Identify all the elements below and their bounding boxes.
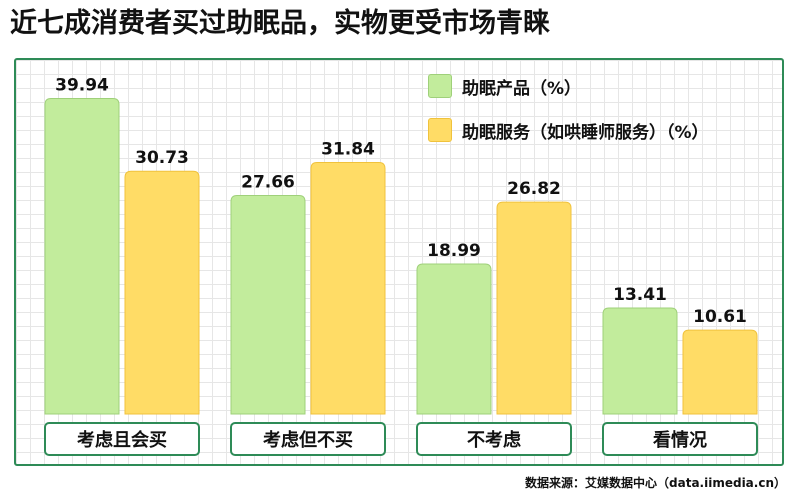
legend-swatch-series-1 — [428, 74, 452, 98]
data-label-3-series-1: 18.99 — [427, 241, 481, 261]
legend-label-series-2: 助眠服务（如哄睡师服务）（%） — [462, 122, 709, 143]
category-box-4 — [602, 422, 758, 456]
data-label-4-series-1: 13.41 — [613, 285, 667, 305]
category-label-1: 考虑且会买 — [77, 429, 167, 451]
bar-4-series-2 — [682, 329, 758, 415]
bar-3-series-1 — [416, 263, 492, 415]
bar-3-series-2 — [496, 201, 572, 415]
bar-2-series-2 — [310, 161, 386, 415]
bar-1-series-2 — [124, 170, 200, 415]
data-source: 数据来源：艾媒数据中心（data.iimedia.cn） — [525, 476, 786, 490]
data-label-2-series-2: 31.84 — [321, 139, 375, 159]
data-label-3-series-2: 26.82 — [507, 179, 561, 199]
data-label-1-series-2: 30.73 — [135, 148, 189, 168]
bar-1-series-1 — [44, 97, 120, 415]
category-label-4: 看情况 — [652, 429, 707, 451]
legend-item-series-2: 助眠服务（如哄睡师服务）（%） — [428, 116, 709, 144]
legend-label-series-1: 助眠产品（%） — [462, 78, 582, 99]
category-box-2 — [230, 422, 386, 456]
category-box-3 — [416, 422, 572, 456]
chart-legend: 助眠产品（%） 助眠服务（如哄睡师服务）（%） — [428, 72, 709, 160]
data-label-4-series-2: 10.61 — [693, 307, 747, 327]
data-label-1-series-1: 39.94 — [55, 75, 109, 95]
bar-4-series-1 — [602, 307, 678, 415]
bar-2-series-1 — [230, 194, 306, 415]
category-box-1 — [44, 422, 200, 456]
category-label-2: 考虑但不买 — [263, 429, 353, 451]
chart-title: 近七成消费者买过助眠品，实物更受市场青睐 — [10, 8, 550, 39]
legend-swatch-series-2 — [428, 118, 452, 142]
category-label-3: 不考虑 — [467, 429, 521, 451]
data-label-2-series-1: 27.66 — [241, 172, 295, 192]
legend-item-series-1: 助眠产品（%） — [428, 72, 709, 100]
